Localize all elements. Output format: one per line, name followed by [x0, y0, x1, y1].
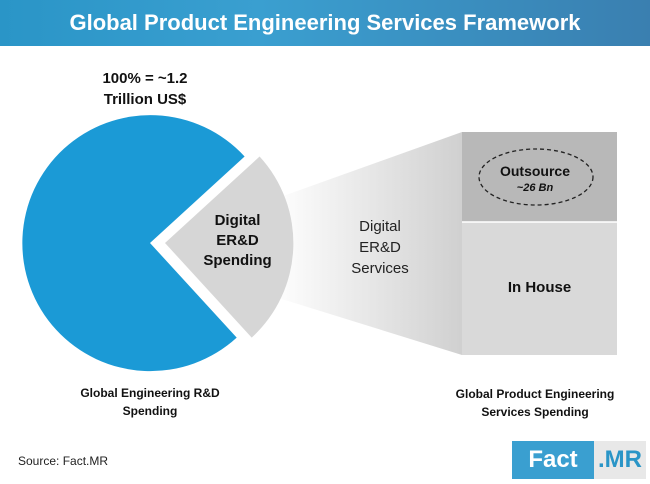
logo-fact-text: Fact — [512, 441, 594, 479]
inhouse-box — [462, 222, 617, 355]
factmr-logo: Fact .MR — [512, 441, 646, 479]
total-spending-label: 100% = ~1.2 Trillion US$ — [60, 68, 230, 110]
wedge-label-line3: Spending — [203, 252, 272, 269]
caption-right-line2: Services Spending — [481, 405, 589, 419]
flow-funnel — [272, 132, 462, 355]
caption-left-line1: Global Engineering R&D — [80, 386, 220, 400]
flow-label-line1: Digital — [359, 218, 401, 235]
caption-right-line1: Global Product Engineering — [455, 387, 615, 401]
global-er-d-caption: Global Engineering R&D Spending — [40, 384, 260, 420]
outsource-box — [462, 132, 617, 222]
caption-left-line2: Spending — [122, 404, 178, 418]
flow-label-line3: Services — [351, 260, 409, 277]
total-unit: Trillion US$ — [103, 91, 187, 108]
source-note: Source: Fact.MR — [18, 454, 109, 468]
outsource-label: Outsource — [499, 163, 570, 179]
inhouse-label: In House — [507, 279, 572, 296]
digital-er-d-services-label: Digital ER&D Services — [330, 216, 430, 279]
digital-er-d-spending-label: Digital ER&D Spending — [190, 211, 285, 271]
global-er-d-pie — [22, 115, 245, 372]
outsource-value: ~26 Bn — [516, 182, 554, 194]
framework-diagram — [22, 115, 617, 372]
total-value: 100% = ~1.2 — [102, 70, 188, 87]
title-banner — [0, 0, 650, 46]
logo-mr-text: .MR — [594, 441, 646, 479]
flow-label-line2: ER&D — [359, 239, 401, 256]
wedge-label-line1: Digital — [214, 212, 261, 229]
digital-er-d-wedge — [165, 156, 294, 338]
page-title: Global Product Engineering Services Fram… — [69, 10, 581, 35]
wedge-label-line2: ER&D — [216, 232, 259, 249]
outsource-highlight-ellipse — [478, 148, 594, 206]
pes-spending-caption: Global Product Engineering Services Spen… — [430, 385, 640, 421]
